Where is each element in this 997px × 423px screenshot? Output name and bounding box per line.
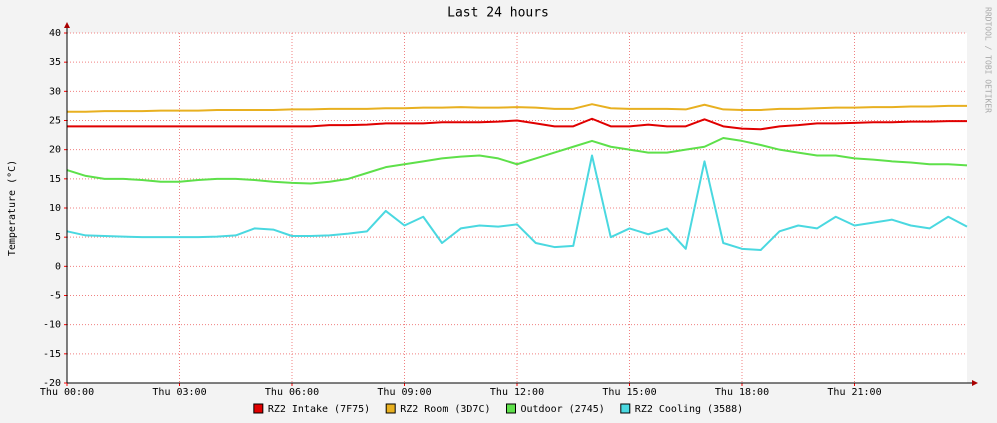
series-line xyxy=(66,137,968,185)
y-tick-label: 30 xyxy=(49,86,61,97)
y-tick-label: -15 xyxy=(43,349,61,360)
legend-swatch xyxy=(253,403,264,414)
legend: RZ2 Intake (7F75) RZ2 Room (3D7C) Outdoor … xyxy=(253,403,743,415)
x-tick-label: Thu 12:00 xyxy=(490,387,544,398)
y-axis-label: Temperature (°C) xyxy=(7,160,18,256)
x-tick-label: Thu 15:00 xyxy=(602,387,656,398)
y-tick-label: 35 xyxy=(49,57,61,68)
series-line xyxy=(67,103,967,113)
x-tick-label: Thu 06:00 xyxy=(265,387,319,398)
y-tick-label: -20 xyxy=(43,378,61,389)
watermark: RRDTOOL / TOBI OETIKER xyxy=(984,7,993,113)
lines xyxy=(66,103,968,251)
chart-title: Last 24 hours xyxy=(447,6,549,21)
y-tick-label: 5 xyxy=(55,232,61,243)
y-tick-label: 40 xyxy=(49,28,61,39)
legend-swatch xyxy=(620,403,631,414)
y-tick-label: 15 xyxy=(49,174,61,185)
y-arrow xyxy=(64,22,70,28)
x-tick-label: Thu 09:00 xyxy=(377,387,431,398)
legend-label: RZ2 Intake (7F75) xyxy=(268,404,370,415)
legend-label: Outdoor (2745) xyxy=(521,404,605,415)
legend-label: RZ2 Cooling (3588) xyxy=(635,404,743,415)
x-tick-label: Thu 03:00 xyxy=(152,387,206,398)
y-tick-label: 10 xyxy=(49,203,61,214)
y-tick-label: -10 xyxy=(43,320,61,331)
y-tick-label: 0 xyxy=(55,261,61,272)
legend-label: RZ2 Room (3D7C) xyxy=(400,404,490,415)
legend-swatch xyxy=(506,403,516,414)
x-tick-label: Thu 00:00 xyxy=(40,387,94,398)
x-tick-label: Thu 21:00 xyxy=(827,387,881,398)
x-tick-label: Thu 18:00 xyxy=(715,387,769,398)
legend-swatch xyxy=(385,403,396,414)
y-tick-label: 25 xyxy=(49,116,61,127)
y-tick-label: -5 xyxy=(49,291,61,302)
axes xyxy=(64,22,978,386)
series-line xyxy=(67,117,967,131)
y-tick-label: 20 xyxy=(49,145,61,156)
x-arrow xyxy=(972,380,978,386)
series-line xyxy=(66,154,968,251)
